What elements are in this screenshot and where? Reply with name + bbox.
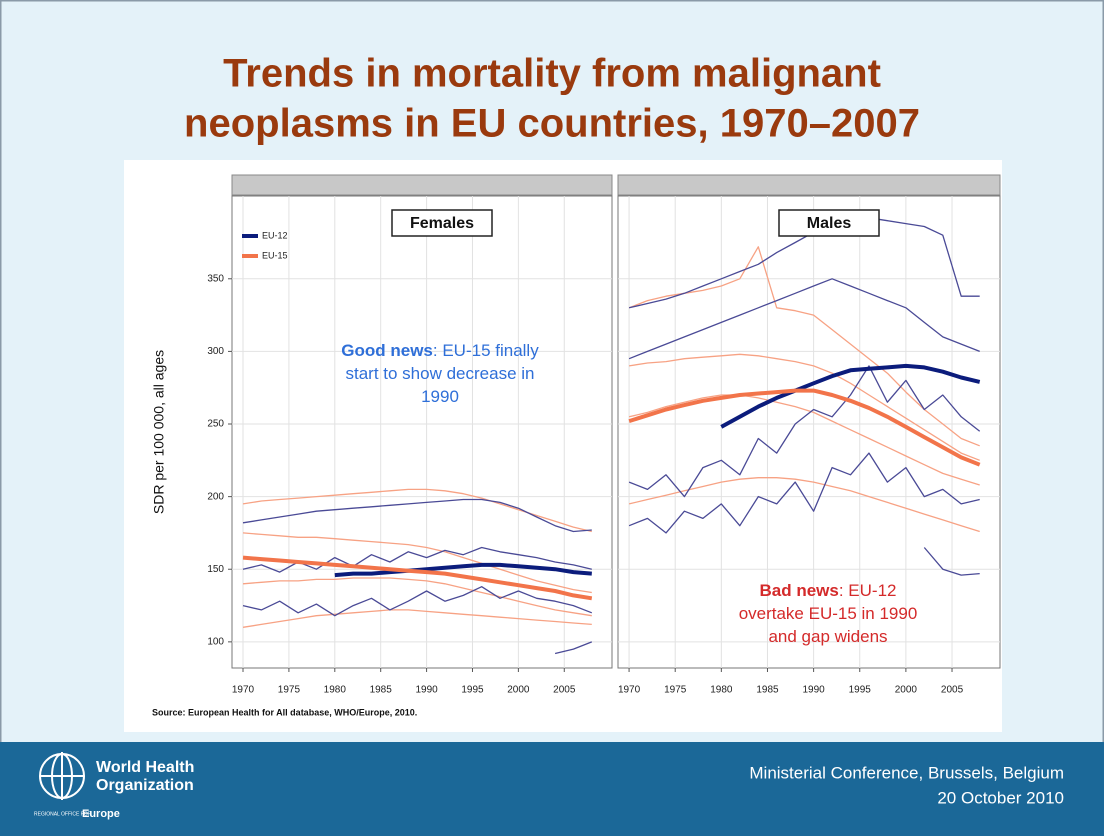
annotation-text: : EU-12 [839,581,897,600]
source: Source: European Health for All database… [152,707,417,717]
org-name: Organization [96,777,194,794]
annotation-bold: Bad news [760,581,839,600]
country-line [628,365,981,498]
annotation-text: : EU-15 finally [433,341,539,360]
country-line [628,246,980,447]
x-tick-label: 2005 [553,685,576,696]
average-line [628,388,981,467]
who-logo [39,752,85,800]
country-line [242,586,593,617]
panel-title: Females [410,215,474,232]
annotation: overtake EU-15 in 1990 [739,604,918,623]
average-line [334,562,592,578]
panel-title: Males [807,215,852,232]
legend-label: EU-15 [262,250,288,260]
title-line: neoplasms in EU countries, 1970–2007 [184,102,920,146]
x-tick-label: 1980 [324,685,347,696]
x-tick-label: 1970 [232,685,255,696]
country-line [923,547,980,576]
x-tick-label: 2000 [507,685,530,696]
country-line [628,353,980,461]
annotation-text: start to show decrease in [346,364,535,383]
org-name: World Health [96,759,194,776]
footer-bar [0,742,1104,836]
country-line [628,452,980,534]
average-line [242,555,593,601]
country-line [242,577,592,617]
annotation: and gap widens [768,627,887,646]
x-tick-label: 1980 [710,685,733,696]
country-line [628,217,980,309]
y-tick-label: 300 [207,346,224,357]
y-tick-label: 150 [207,564,224,575]
y-axis-label: SDR per 100 000, all ages [151,350,167,514]
y-tick-label: 100 [207,636,224,647]
strip [617,174,1001,196]
event: Ministerial Conference, Brussels, Belgiu… [749,763,1064,782]
x-tick-label: 1995 [461,685,484,696]
annotation-text: overtake EU-15 in 1990 [739,604,918,623]
country-line [628,278,980,360]
office-label: REGIONAL OFFICE FOR [34,811,92,817]
country-line [242,609,592,628]
title-line: Trends in mortality from malignant [223,52,881,96]
average-line [720,363,981,429]
date: 20 October 2010 [937,788,1064,807]
annotation: 1990 [421,387,459,406]
country-line [242,532,592,594]
x-tick-label: 1985 [756,685,779,696]
annotation: start to show decrease in [346,364,535,383]
x-tick-label: 1990 [415,685,438,696]
region-label: Europe [82,808,120,820]
y-tick-label: 200 [207,491,224,502]
panel-title-box [778,209,880,237]
x-tick-label: 1995 [849,685,872,696]
country-line [242,488,592,533]
panel [617,195,1001,669]
x-tick-label: 1985 [370,685,393,696]
panel-title-box [391,209,493,237]
x-tick-label: 2000 [895,685,918,696]
x-tick-label: 1975 [278,685,301,696]
strip [231,174,613,196]
x-tick-label: 1990 [802,685,825,696]
x-tick-label: 1975 [664,685,687,696]
annotation: Bad news: EU-12 [760,581,897,600]
annotation-text: 1990 [421,387,459,406]
x-tick-label: 1970 [618,685,641,696]
country-line [628,477,980,533]
country-line [628,394,980,486]
y-tick-label: 350 [207,273,224,284]
annotation-bold: Good news [341,341,433,360]
y-tick-label: 250 [207,419,224,430]
legend-label: EU-12 [262,230,288,240]
annotation-text: and gap widens [768,627,887,646]
annotation: Good news: EU-15 finally [341,341,539,360]
country-line [242,498,592,533]
x-tick-label: 2005 [941,685,964,696]
country-line [554,641,593,655]
